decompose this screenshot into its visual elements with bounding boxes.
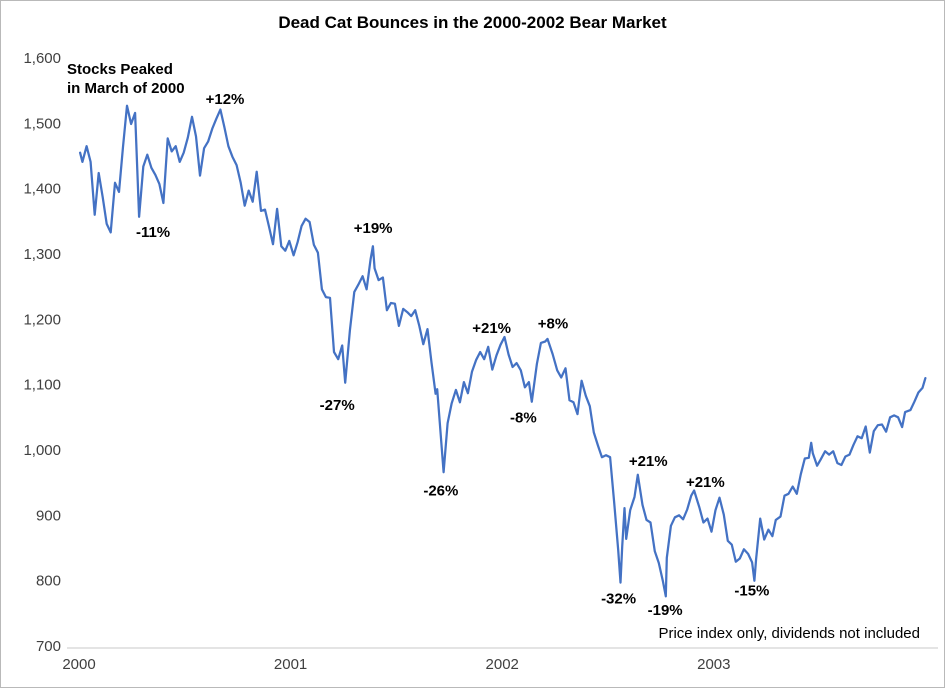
price-line bbox=[78, 104, 927, 598]
annotation-label: -15% bbox=[734, 582, 769, 599]
footnote: Price index only, dividends not included bbox=[658, 625, 920, 642]
y-axis-tick-label: 900 bbox=[36, 507, 61, 524]
annotation-label: +21% bbox=[686, 474, 725, 491]
chart-title: Dead Cat Bounces in the 2000-2002 Bear M… bbox=[278, 13, 667, 32]
x-axis-tick-label: 2001 bbox=[274, 656, 307, 673]
annotation-label: -32% bbox=[601, 590, 636, 607]
peak-annotation-line2: in March of 2000 bbox=[67, 79, 185, 97]
y-axis-tick-label: 1,300 bbox=[23, 246, 61, 263]
annotation-label: -19% bbox=[648, 602, 683, 619]
y-axis-tick-label: 1,100 bbox=[23, 377, 61, 394]
y-axis-tick-label: 1,400 bbox=[23, 181, 61, 198]
y-axis-tick-label: 800 bbox=[36, 573, 61, 590]
peak-annotation-line1: Stocks Peaked bbox=[67, 61, 173, 78]
annotation-label: -11% bbox=[136, 224, 170, 241]
annotation-label: -8% bbox=[510, 409, 537, 426]
x-axis-tick-label: 2002 bbox=[486, 656, 519, 673]
annotation-label: +21% bbox=[472, 320, 511, 337]
y-axis-tick-label: 1,600 bbox=[23, 50, 61, 67]
annotation-label: +19% bbox=[354, 220, 393, 237]
annotation-label: -26% bbox=[423, 483, 458, 500]
x-axis-tick-label: 2003 bbox=[697, 656, 730, 673]
peak-annotation: Stocks Peaked in March of 2000 bbox=[67, 61, 185, 99]
y-axis-tick-label: 700 bbox=[36, 638, 61, 655]
annotation-label: +12% bbox=[206, 91, 245, 108]
y-axis-tick-label: 1,200 bbox=[23, 311, 61, 328]
annotation-label: +21% bbox=[629, 453, 668, 470]
y-axis-tick-label: 1,500 bbox=[23, 115, 61, 132]
annotation-label: -27% bbox=[320, 397, 355, 414]
annotation-label: +8% bbox=[538, 315, 568, 332]
x-axis-tick-label: 2000 bbox=[62, 656, 95, 673]
y-axis-tick-label: 1,000 bbox=[23, 442, 61, 459]
